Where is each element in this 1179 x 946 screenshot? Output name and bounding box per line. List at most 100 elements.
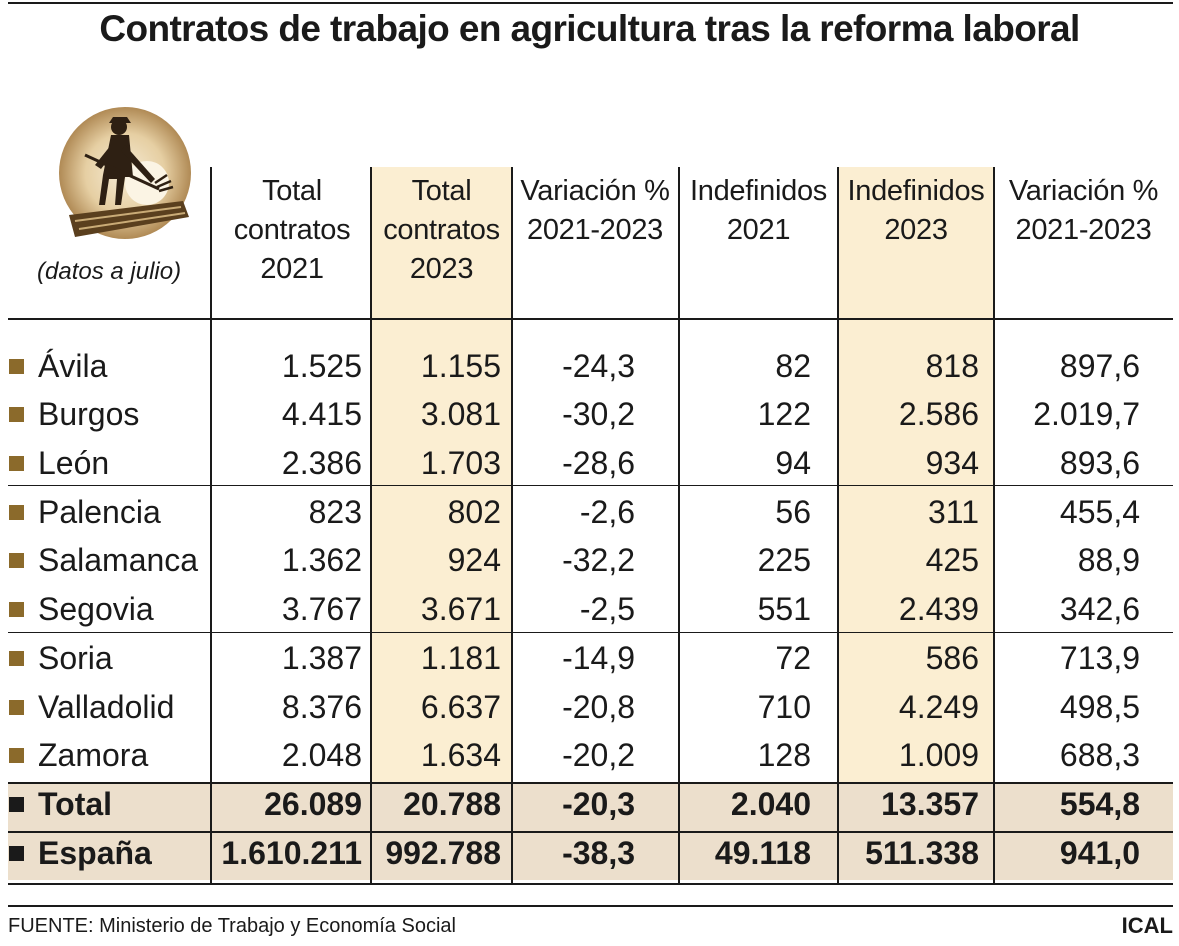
table-cell: -2,5 [579,591,635,627]
table-cell: 1.634 [420,737,501,773]
header-indefinidos-2023: Indefinidos 2023 [838,172,994,250]
table-row: Valladolid 8.376 6.637 -20,8 710 4.249 498,5 [0,683,1179,731]
table-row: León 2.386 1.703 -28,6 94 934 893,6 [0,439,1179,487]
table-cell: 49.118 [714,835,811,871]
table-cell: 1.610.211 [221,835,362,871]
header-line: Indefinidos [690,175,827,207]
row-bullet [9,700,24,715]
highlight-column-indefinidos-2023 [838,167,994,784]
row-label: Soria [38,640,113,676]
header-line: 2023 [884,214,948,246]
header-line: 2021-2023 [527,214,663,246]
table-cell: -24,3 [562,348,635,384]
table-cell: 20.788 [403,786,501,822]
row-label: Ávila [38,348,108,384]
table-cell: 128 [757,737,811,773]
brand-logo-text: ICAL [1121,913,1173,938]
header-variacion-indefinidos: Variación % 2021-2023 [994,172,1173,250]
source-note: FUENTE: Ministerio de Trabajo y Economía… [8,915,456,937]
header-line: Variación % [520,175,670,207]
table-cell: 941,0 [1059,835,1140,871]
table-cell: 710 [757,689,811,725]
farmer-with-pitchfork-icon [59,107,191,239]
header-line: 2021 [726,214,791,246]
table-cell: -20,2 [562,737,635,773]
table-row: Salamanca 1.362 924 -32,2 225 425 88,9 [0,536,1179,584]
group-rule [8,632,1173,633]
table-cell: 924 [447,542,501,578]
header-line: contratos [233,214,351,246]
header-line: Indefinidos [847,175,985,207]
row-bullet [9,602,24,617]
table-cell: 511.338 [865,835,979,871]
column-separator [993,167,995,885]
header-rule [8,318,1173,320]
row-bullet [9,456,24,471]
table-cell: 2.040 [730,786,811,822]
row-bullet [9,797,24,812]
table-cell: 122 [757,396,811,432]
header-line: Variación % [1008,175,1159,207]
table-cell: 802 [447,494,501,530]
table-cell: 4.415 [281,396,362,432]
table-cell: 26.089 [264,786,362,822]
table-cell: 688,3 [1059,737,1140,773]
table-cell: 94 [775,445,811,481]
table-row: Soria 1.387 1.181 -14,9 72 586 713,9 [0,634,1179,682]
table-cell: 311 [927,494,979,530]
header-line: 2021 [260,253,324,285]
table-cell: 3.767 [281,591,362,627]
table-cell: 1.362 [281,542,362,578]
table-row: Total 26.089 20.788 -20,3 2.040 13.357 554,8 [0,780,1179,828]
chart-title: Contratos de trabajo en agricultura tras… [99,8,1080,49]
table-cell: 823 [308,494,362,530]
table-cell: 3.671 [420,591,501,627]
row-bullet [9,407,24,422]
table-cell: 818 [925,348,979,384]
row-label: Burgos [38,396,140,432]
row-label: Palencia [38,494,161,530]
table-cell: 56 [775,494,811,530]
row-label: España [38,835,152,871]
table-cell: 1.387 [281,640,362,676]
header-total-contratos-2023: Total contratos 2023 [372,172,511,289]
row-bullet [9,359,24,374]
footer-rule [8,905,1173,907]
table-cell: -32,2 [562,542,635,578]
row-label: Valladolid [38,689,175,725]
table-cell: 13.357 [881,786,979,822]
header-line: 2021-2023 [1015,214,1152,246]
table-cell: 1.009 [898,737,979,773]
row-label: Zamora [38,737,149,773]
row-bullet [9,846,24,861]
header-indefinidos-2021: Indefinidos 2021 [679,172,838,250]
table-cell: 2.439 [898,591,979,627]
header-line: contratos [383,214,500,246]
header-total-contratos-2021: Total contratos 2021 [212,172,372,289]
table-cell: 2.386 [281,445,362,481]
row-bullet [9,505,24,520]
table-cell: 1.181 [420,640,501,676]
row-bullet [9,748,24,763]
table-row: España 1.610.211 992.788 -38,3 49.118 511.338… [0,829,1179,877]
totals-rule [8,782,1173,784]
highlight-column-total-2023 [372,167,511,784]
table-cell: 455,4 [1059,494,1140,530]
table-cell: -38,3 [562,835,635,871]
table-cell: 225 [757,542,811,578]
group-rule [8,485,1173,486]
column-separator [370,167,372,885]
table-cell: -20,3 [562,786,635,822]
table-cell: 8.376 [281,689,362,725]
row-bullet [9,553,24,568]
table-cell: 72 [775,640,811,676]
table-row: Palencia 823 802 -2,6 56 311 455,4 [0,488,1179,536]
table-cell: 2.019,7 [1033,396,1140,432]
row-label: Salamanca [38,542,199,578]
header-line: 2023 [409,253,474,285]
table-cell: 3.081 [420,396,501,432]
table-cell: -30,2 [562,396,635,432]
table-bottom-rule [8,883,1173,885]
table-cell: 342,6 [1059,591,1140,627]
header-line: Total [411,175,472,207]
